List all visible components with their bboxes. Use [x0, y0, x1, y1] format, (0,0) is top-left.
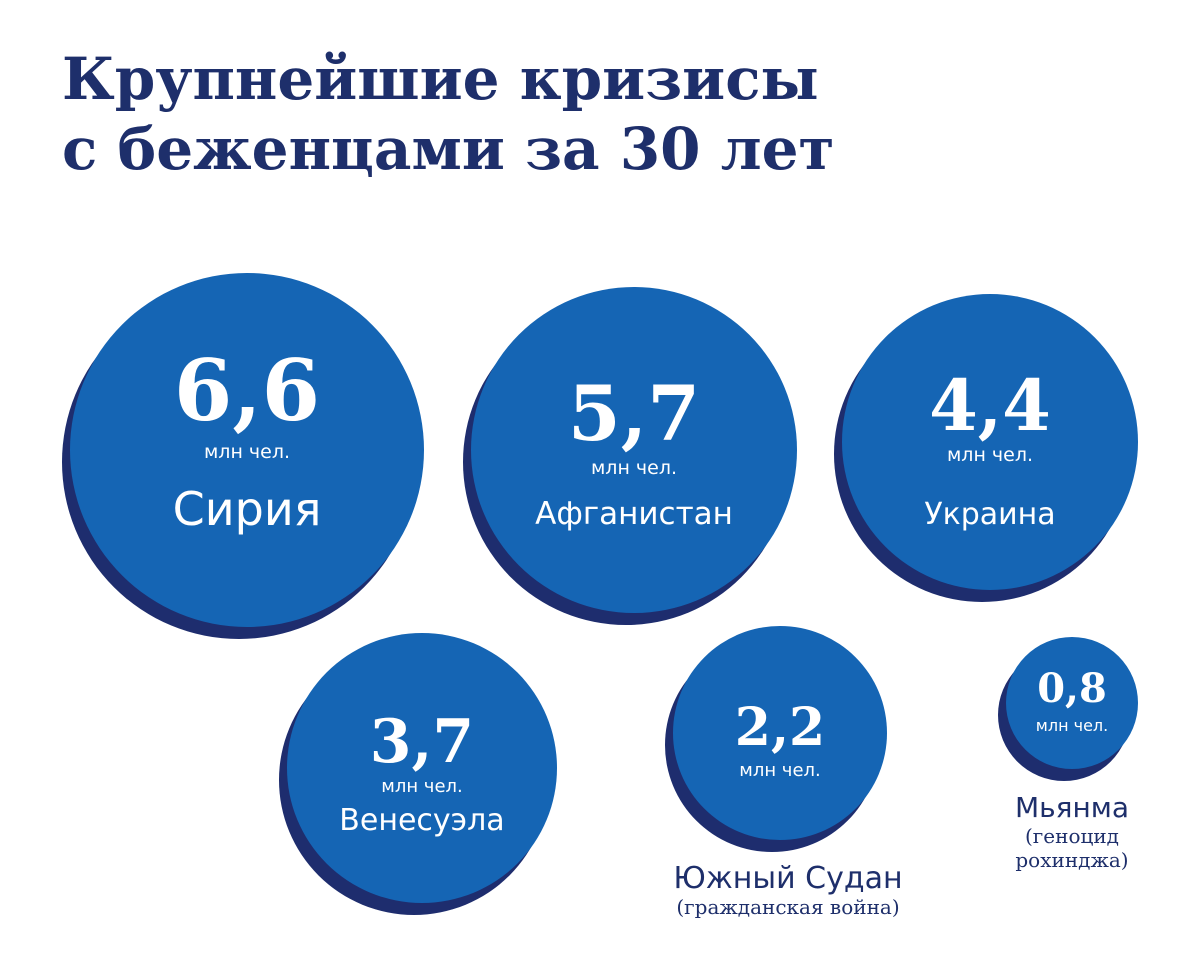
bubble-2: [463, 287, 797, 625]
bubble-circle: [287, 633, 557, 903]
unit-label: млн чел.: [381, 776, 463, 797]
note-label-line-1: (геноцид: [1025, 824, 1119, 848]
value-label: 4,4: [929, 364, 1051, 447]
bubble-circle: [1006, 637, 1138, 769]
value-label: 0,8: [1037, 665, 1107, 712]
value-label: 5,7: [568, 369, 700, 458]
country-label: Мьянма: [1015, 791, 1129, 824]
unit-label: млн чел.: [1036, 716, 1108, 735]
unit-label: млн чел.: [591, 457, 677, 479]
country-label: Сирия: [173, 482, 322, 536]
bubble-circle: [70, 273, 424, 627]
country-label: Украина: [924, 497, 1055, 532]
chart-title: Крупнейшие кризисы с беженцами за 30 лет: [62, 44, 834, 184]
title-line-1: Крупнейшие кризисы: [62, 45, 819, 113]
bubble-1: [62, 273, 424, 639]
country-label: Южный Судан: [673, 861, 902, 896]
unit-label: млн чел.: [739, 760, 821, 781]
bubble-circle: [842, 294, 1138, 590]
note-label: (гражданская война): [676, 895, 899, 919]
title-line-2: с беженцами за 30 лет: [62, 115, 835, 183]
bubble-circle: [471, 287, 797, 613]
unit-label: млн чел.: [947, 444, 1033, 466]
value-label: 3,7: [370, 707, 474, 777]
value-label: 2,2: [735, 697, 825, 758]
unit-label: млн чел.: [204, 441, 290, 463]
bubble-4: [279, 633, 557, 915]
note-label-line-2: рохинджа): [1015, 848, 1128, 872]
bubble-5: [665, 626, 887, 852]
bubble-3: [834, 294, 1138, 602]
bubble-circle: [673, 626, 887, 840]
country-label: Венесуэла: [339, 803, 504, 838]
bubble-6: [998, 637, 1138, 781]
value-label: 6,6: [174, 341, 320, 440]
country-label: Афганистан: [535, 496, 733, 532]
